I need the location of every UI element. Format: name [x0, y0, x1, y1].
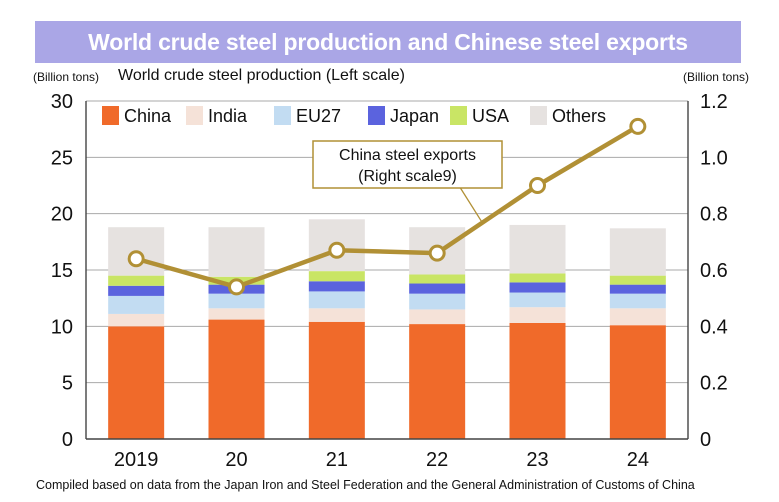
bar-segment-usa: [308, 271, 365, 282]
axes: 0 5 10 15 20 25 30 0 0.2 0.4 0.6 0.8 1.0 1.2 2019 20 21 2…: [51, 91, 728, 471]
exports-point: [428, 244, 446, 262]
x-tick-label: 24: [627, 449, 649, 471]
bar-segment-china: [108, 326, 165, 439]
left-tick-label: 30: [51, 91, 73, 113]
bar-segment-others: [509, 224, 566, 274]
bar-segment-japan: [308, 281, 365, 292]
left-tick-label: 5: [62, 373, 73, 395]
x-tick-label: 20: [225, 449, 247, 471]
x-tick-label: 23: [526, 449, 548, 471]
legend-label-others: Others: [552, 106, 606, 126]
legend-swatch-eu27: [274, 106, 291, 125]
bar-segment-eu27: [308, 291, 365, 309]
exports-point: [228, 278, 245, 296]
left-tick-label: 15: [51, 260, 73, 282]
bar-segment-eu27: [108, 295, 165, 314]
left-axis-unit: (Billion tons): [33, 70, 100, 84]
x-tick-label: 21: [326, 449, 348, 471]
gridlines: [86, 100, 688, 384]
bar-segment-usa: [609, 275, 666, 285]
right-tick-label: 0.8: [700, 204, 728, 226]
bar-segment-china: [409, 324, 466, 439]
bar-segment-japan: [509, 282, 566, 293]
bar-segment-others: [208, 227, 265, 277]
stacked-bars: [108, 219, 666, 439]
legend-label-japan: Japan: [390, 106, 439, 126]
right-tick-label: 0: [700, 429, 711, 451]
right-tick-label: 0.4: [700, 316, 728, 338]
legend-label-eu27: EU27: [296, 106, 341, 126]
source-note: Compiled based on data from the Japan Ir…: [36, 478, 695, 492]
legend-swatch-usa: [450, 106, 467, 125]
exports-annotation: China steel exports (Right scale9): [312, 140, 503, 224]
bar-segment-eu27: [409, 293, 466, 310]
bar-segment-japan: [108, 285, 165, 296]
bar-segment-india: [308, 308, 365, 322]
right-axis-unit: (Billion tons): [682, 70, 749, 84]
bar-segment-china: [509, 322, 566, 439]
chart-title: World crude steel production and Chinese…: [88, 28, 688, 55]
bar-segment-eu27: [609, 293, 666, 309]
bar-segment-india: [208, 308, 265, 320]
bar-segment-india: [108, 313, 165, 327]
exports-line-path: [135, 124, 639, 290]
left-axis-title: World crude steel production (Left scale…: [118, 67, 405, 84]
bar-segment-eu27: [509, 292, 566, 308]
annotation-label: China steel exports: [339, 147, 476, 164]
bar-segment-china: [609, 325, 666, 439]
exports-point: [529, 177, 546, 194]
legend-label-usa: USA: [472, 106, 509, 126]
bar-segment-eu27: [208, 293, 265, 309]
bar-segment-usa: [108, 275, 165, 286]
exports-point: [629, 117, 647, 135]
annotation-box: [312, 140, 503, 189]
right-tick-label: 0.2: [700, 373, 728, 395]
legend-label-india: India: [208, 106, 248, 126]
legend-swatch-india: [186, 106, 203, 125]
bar-segment-china: [308, 321, 365, 439]
left-tick-label: 25: [51, 147, 73, 169]
left-tick-label: 0: [62, 429, 73, 451]
bar-segment-others: [609, 228, 666, 276]
bar-segment-usa: [509, 273, 566, 283]
exports-point: [328, 241, 346, 259]
right-tick-label: 1.0: [700, 147, 728, 169]
legend-swatch-others: [530, 106, 547, 125]
left-tick-label: 20: [51, 204, 73, 226]
bar-segment-japan: [609, 284, 666, 294]
exports-line: [127, 117, 647, 296]
bar-segment-japan: [409, 283, 466, 294]
bar-segment-india: [409, 309, 466, 325]
right-tick-label: 1.2: [700, 91, 728, 113]
legend-label-china: China: [124, 106, 172, 126]
x-tick-label: 22: [426, 449, 448, 471]
annotation-leader: [459, 187, 483, 224]
annotation-label: (Right scale9): [358, 168, 457, 185]
bar-segment-china: [208, 319, 265, 439]
title-banner: World crude steel production and Chinese…: [35, 21, 741, 63]
left-tick-label: 10: [51, 316, 73, 338]
bar-segment-usa: [409, 274, 466, 284]
exports-point: [127, 250, 145, 268]
bar-segment-india: [509, 307, 566, 323]
right-tick-label: 0.6: [700, 260, 728, 282]
legend-swatch-china: [102, 106, 119, 125]
x-tick-label: 2019: [114, 449, 159, 471]
legend: China India EU27 Japan USA Others: [102, 106, 606, 126]
legend-swatch-japan: [368, 106, 385, 125]
bar-segment-india: [609, 308, 666, 326]
